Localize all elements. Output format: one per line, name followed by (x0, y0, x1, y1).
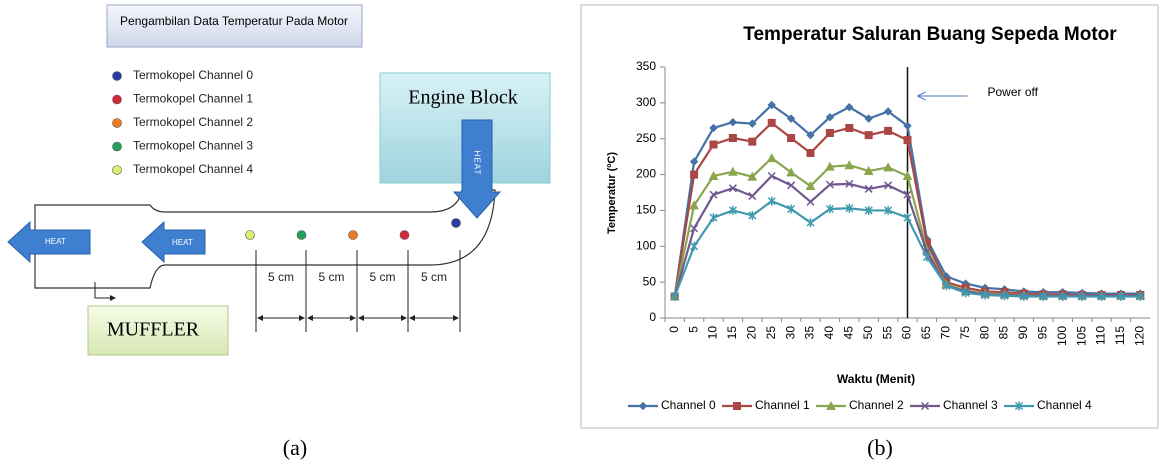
legend-label: Termokopel Channel 4 (133, 162, 253, 176)
legend-label: Termokopel Channel 3 (133, 139, 253, 153)
x-tick-label: 75 (958, 326, 972, 340)
x-tick-label: 25 (764, 326, 778, 340)
legend-dot (113, 142, 122, 151)
point (788, 134, 795, 141)
y-tick-label: 100 (636, 238, 656, 252)
point (826, 129, 833, 136)
x-tick-label: 90 (1016, 326, 1030, 340)
x-tick-label: 40 (822, 326, 836, 340)
legend-dot (113, 95, 122, 104)
heat-label: HEAT (45, 237, 66, 246)
sensor-dot (400, 231, 409, 240)
y-axis-label: Temperatur (ºC) (606, 152, 618, 234)
y-tick-label: 350 (636, 59, 656, 73)
x-tick-label: 35 (803, 326, 817, 340)
caption: (a) (283, 435, 307, 460)
y-tick-label: 300 (636, 95, 656, 109)
point (885, 127, 892, 134)
x-axis-label: Waktu (Menit) (837, 372, 915, 386)
legend-label: Channel 2 (849, 398, 904, 412)
sensor-dot (452, 219, 461, 228)
x-tick-label: 70 (938, 326, 952, 340)
x-tick-label: 80 (977, 326, 991, 340)
sensor-dot (349, 231, 358, 240)
y-tick-label: 150 (636, 203, 656, 217)
y-tick-label: 0 (649, 310, 656, 324)
legend-label: Channel 4 (1037, 398, 1092, 412)
engine-block-label: Engine Block (408, 87, 517, 109)
x-tick-label: 30 (783, 326, 797, 340)
annotation: Power off (988, 85, 1039, 99)
legend-label: Channel 3 (943, 398, 998, 412)
chart-title: Temperatur Saluran Buang Sepeda Motor (743, 24, 1117, 45)
point (904, 137, 911, 144)
distance-label: 5 cm (268, 270, 294, 284)
x-tick-label: 60 (900, 326, 914, 340)
point (749, 138, 756, 145)
point (846, 124, 853, 131)
x-tick-label: 65 (919, 326, 933, 340)
x-tick-label: 110 (1094, 326, 1108, 345)
y-tick-label: 200 (636, 167, 656, 181)
x-tick-label: 45 (841, 326, 855, 340)
x-tick-label: 5 (686, 326, 700, 333)
connector-head (110, 295, 116, 301)
point (710, 141, 717, 148)
heat-label: HEAT (172, 238, 193, 247)
legend-dot (113, 119, 122, 128)
x-tick-label: 105 (1074, 326, 1088, 346)
x-tick-label: 0 (667, 326, 681, 333)
x-tick-label: 50 (861, 326, 875, 340)
legend-label: Termokopel Channel 2 (133, 115, 253, 129)
legend-dot (113, 166, 122, 175)
x-tick-label: 55 (880, 326, 894, 340)
x-tick-label: 15 (725, 326, 739, 340)
legend-label: Channel 0 (661, 398, 716, 412)
point (768, 119, 775, 126)
legend-label: Termokopel Channel 0 (133, 68, 253, 82)
point (691, 171, 698, 178)
distance-label: 5 cm (369, 270, 395, 284)
x-tick-label: 95 (1035, 326, 1049, 340)
point (865, 132, 872, 139)
point (807, 150, 814, 157)
y-tick-label: 50 (643, 274, 657, 288)
x-tick-label: 85 (997, 326, 1011, 340)
chart-frame (581, 5, 1158, 428)
legend-label: Channel 1 (755, 398, 810, 412)
x-tick-label: 100 (1055, 326, 1069, 346)
x-tick-label: 115 (1113, 326, 1127, 345)
x-tick-label: 20 (744, 326, 758, 340)
point (734, 403, 741, 410)
muffler-label: MUFFLER (107, 319, 200, 341)
distance-label: 5 cm (421, 270, 447, 284)
x-tick-label: 10 (706, 326, 720, 340)
engine-heat-label: HEAT (473, 151, 482, 176)
sensor-dot (246, 231, 255, 240)
sensor-dot (297, 231, 306, 240)
diagram-title: Pengambilan Data Temperatur Pada Motor (120, 14, 348, 28)
caption: (b) (867, 435, 893, 460)
figure: Pengambilan Data Temperatur Pada Motor E… (0, 0, 1161, 468)
legend-dot (113, 72, 122, 81)
y-tick-label: 250 (636, 131, 656, 145)
legend-label: Termokopel Channel 1 (133, 92, 253, 106)
x-tick-label: 120 (1132, 326, 1146, 346)
distance-label: 5 cm (318, 270, 344, 284)
point (729, 134, 736, 141)
